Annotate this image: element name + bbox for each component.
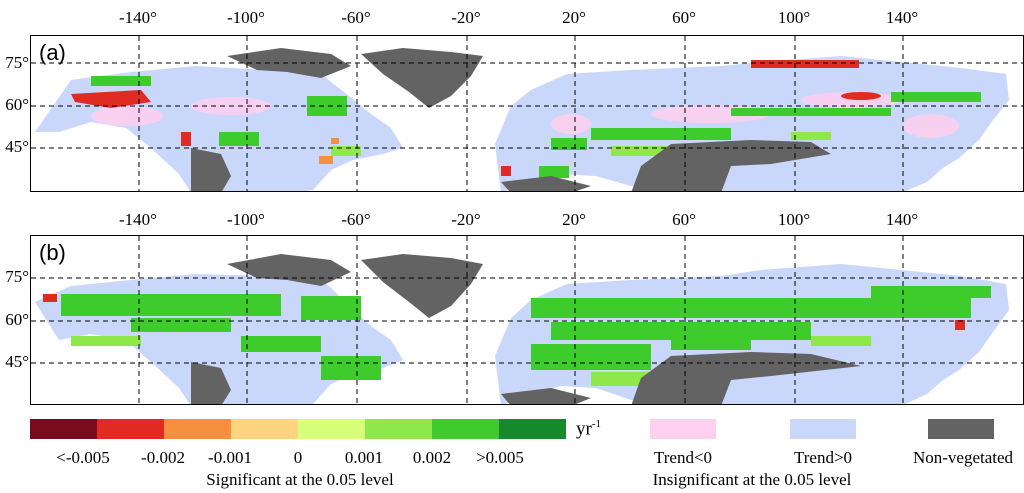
land-red [43, 294, 965, 330]
lon-label-b: -100° [227, 210, 265, 229]
lon-label-b: -140° [119, 210, 157, 229]
legend-tick: 0.001 [344, 448, 384, 467]
significant-caption: Significant at the 0.05 level [206, 470, 394, 489]
legend-unit: yr-1 [576, 418, 601, 440]
lon-label-a: 100° [777, 8, 811, 27]
lon-label-a: 140° [885, 8, 919, 27]
lon-label-a: 20° [562, 8, 586, 27]
legend-color-bar [30, 419, 566, 439]
lat-label-b: 45° [5, 352, 29, 371]
legend-cell [432, 419, 499, 439]
land-green [61, 286, 991, 380]
legend-cell [499, 419, 566, 439]
land-trend-pos [35, 264, 1009, 404]
legend-cell [231, 419, 298, 439]
category-label-non-vegetated: Non-vegetated [912, 448, 1014, 467]
lat-label-a: 45° [5, 137, 29, 156]
land-red [71, 60, 881, 176]
lon-label-b: -20° [451, 210, 481, 229]
lon-label-b: 100° [777, 210, 811, 229]
legend-tick: -0.001 [208, 448, 252, 467]
legend-tick: 0 [293, 448, 303, 467]
panel-label-a: (a) [39, 40, 66, 65]
map-b-svg [31, 236, 1023, 404]
lat-label-a: 60° [5, 95, 29, 114]
grid-lines [31, 36, 1023, 191]
legend-tick: <-0.005 [56, 448, 110, 467]
map-panel-b: (b) [30, 235, 1024, 405]
land-lightgreen [331, 132, 831, 156]
legend-tick: -0.002 [141, 448, 185, 467]
lon-label-a: -20° [451, 8, 481, 27]
lat-label-b: 60° [5, 310, 29, 329]
lon-label-b: -60° [341, 210, 371, 229]
legend-tick: >0.005 [476, 448, 524, 467]
lon-label-a: -100° [227, 8, 265, 27]
legend-cell [298, 419, 365, 439]
land-trend-pos [35, 56, 1009, 191]
map-panel-a: (a) [30, 35, 1024, 192]
panel-label-b: (b) [39, 240, 66, 265]
lon-label-b: 60° [672, 210, 696, 229]
non-vegetated [191, 352, 861, 404]
non-vegetated [191, 140, 831, 191]
lon-label-b: 140° [885, 210, 919, 229]
swatch-trend-pos [790, 419, 856, 439]
legend-cell [30, 419, 97, 439]
legend-tick: 0.002 [412, 448, 452, 467]
category-label-trend-pos: Trend>0 [793, 448, 853, 467]
lat-label-b: 75° [5, 267, 29, 286]
lat-label-a: 75° [5, 53, 29, 72]
lon-label-a: -140° [119, 8, 157, 27]
swatch-non-vegetated [928, 419, 994, 439]
lon-label-a: 60° [672, 8, 696, 27]
swatch-trend-neg [650, 419, 716, 439]
lon-label-a: -60° [341, 8, 371, 27]
insignificant-caption: Insignificant at the 0.05 level [652, 470, 852, 489]
category-label-trend-neg: Trend<0 [653, 448, 713, 467]
grid-lines [31, 236, 1023, 404]
map-a-svg [31, 36, 1023, 191]
legend-cell [164, 419, 231, 439]
land-orange [319, 138, 339, 164]
land-green [91, 76, 981, 178]
legend-cell [365, 419, 432, 439]
lon-label-b: 20° [562, 210, 586, 229]
legend-cell [97, 419, 164, 439]
